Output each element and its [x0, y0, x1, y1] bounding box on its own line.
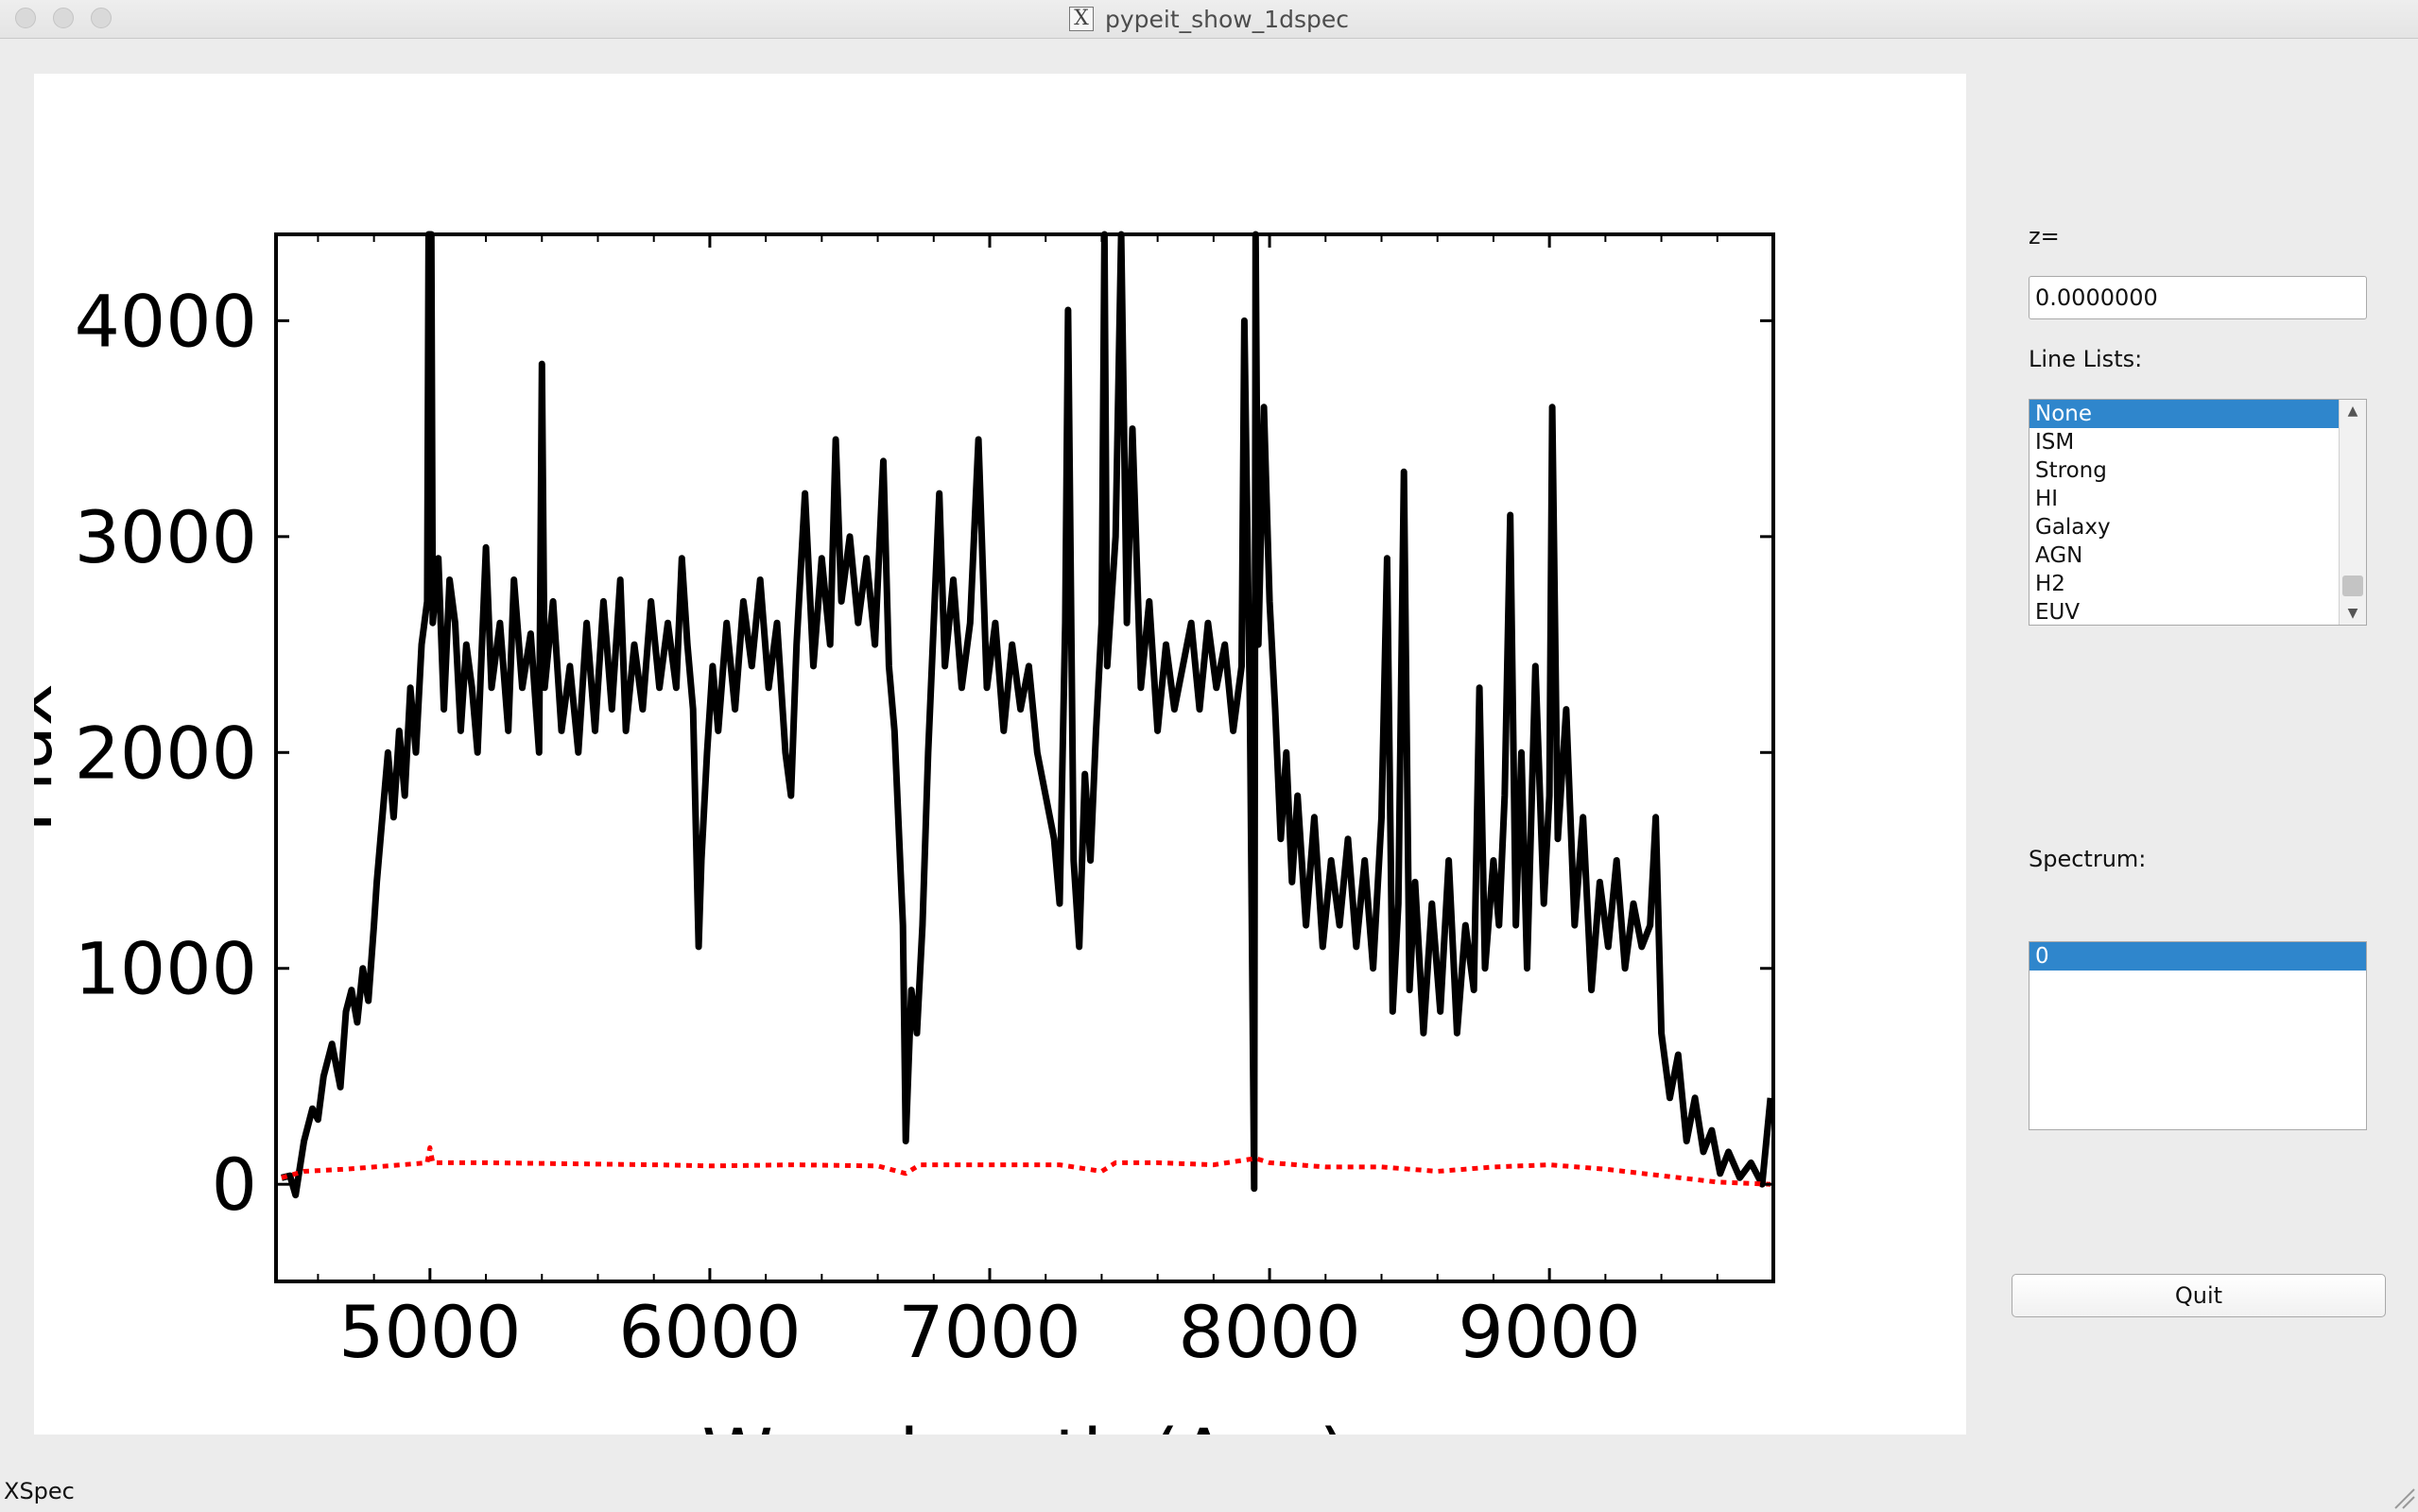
line-list-item-ism[interactable]: ISM [2035, 430, 2075, 455]
window-title-group: X pypeit_show_1dspec [0, 0, 2418, 38]
scrollbar-thumb[interactable] [2342, 576, 2363, 596]
x-tick-label: 7000 [898, 1290, 1080, 1374]
plot-frame [274, 232, 1775, 1283]
line-list-item-euv[interactable]: EUV [2035, 600, 2081, 625]
y-tick-label: 4000 [75, 279, 257, 363]
line-list-item-agn[interactable]: AGN [2035, 543, 2083, 568]
z-label: z= [2029, 223, 2060, 249]
scroll-up-arrow-icon[interactable]: ▲ [2347, 404, 2358, 419]
window-title: pypeit_show_1dspec [1104, 5, 1350, 33]
spectrum-chart[interactable]: 5000 6000 7000 8000 9000 0 1000 2000 3000 4000 Wa… [34, 74, 1966, 1435]
ticks-layer: 5000 6000 7000 8000 9000 0 1000 2000 3000 4000 [75, 234, 1774, 1374]
x-tick-label: 9000 [1458, 1290, 1640, 1374]
line-list-item-strong[interactable]: Strong [2035, 458, 2107, 483]
spectrum-label: Spectrum: [2029, 846, 2147, 872]
zoom-window-button[interactable] [91, 8, 112, 28]
line-list-item-galaxy[interactable]: Galaxy [2035, 515, 2111, 540]
quit-button[interactable]: Quit [2012, 1274, 2386, 1317]
plot-canvas[interactable]: 5000 6000 7000 8000 9000 0 1000 2000 3000 4000 Wa… [34, 74, 1966, 1435]
spectrum-items: 0 [2029, 942, 2366, 971]
close-window-button[interactable] [15, 8, 36, 28]
y-tick-label: 2000 [75, 711, 257, 795]
line-lists-items: None ISM Strong HI Galaxy AGN H2 EUV [2029, 400, 2366, 625]
x11-app-icon: X [1068, 7, 1094, 31]
y-tick-label: 3000 [75, 495, 257, 579]
y-axis-label: Flux [34, 683, 68, 833]
spectrum-listbox[interactable]: 0 [2029, 941, 2367, 1130]
x-tick-label: 6000 [618, 1290, 801, 1374]
y-tick-label: 0 [212, 1143, 257, 1227]
series-error-line [281, 1144, 1771, 1187]
spectrum-item-0[interactable]: 0 [2029, 942, 2366, 971]
line-lists-scrollbar[interactable]: ▲ ▼ [2339, 400, 2366, 625]
line-lists-label: Line Lists: [2029, 346, 2143, 372]
scroll-down-arrow-icon[interactable]: ▼ [2347, 606, 2358, 621]
series-layer [281, 231, 1774, 1199]
series-flux-line [281, 231, 1774, 1199]
resize-grip-icon[interactable] [2392, 1486, 2416, 1510]
x-tick-label: 8000 [1178, 1290, 1360, 1374]
line-list-item-hi[interactable]: HI [2035, 487, 2059, 511]
line-lists-listbox[interactable]: None ISM Strong HI Galaxy AGN H2 EUV ▲ ▼ [2029, 399, 2367, 626]
x-axis-label: Wavelength (Ang) [702, 1413, 1348, 1435]
y-tick-label: 1000 [75, 927, 257, 1011]
redshift-input[interactable] [2029, 276, 2367, 319]
status-bar: XSpec [0, 1470, 2418, 1512]
title-bar: X pypeit_show_1dspec [0, 0, 2418, 39]
line-list-item-h2[interactable]: H2 [2035, 572, 2065, 596]
line-list-item-none[interactable]: None [2029, 400, 2366, 428]
minimize-window-button[interactable] [53, 8, 74, 28]
x-tick-label: 5000 [338, 1290, 521, 1374]
status-text: XSpec [4, 1478, 75, 1504]
